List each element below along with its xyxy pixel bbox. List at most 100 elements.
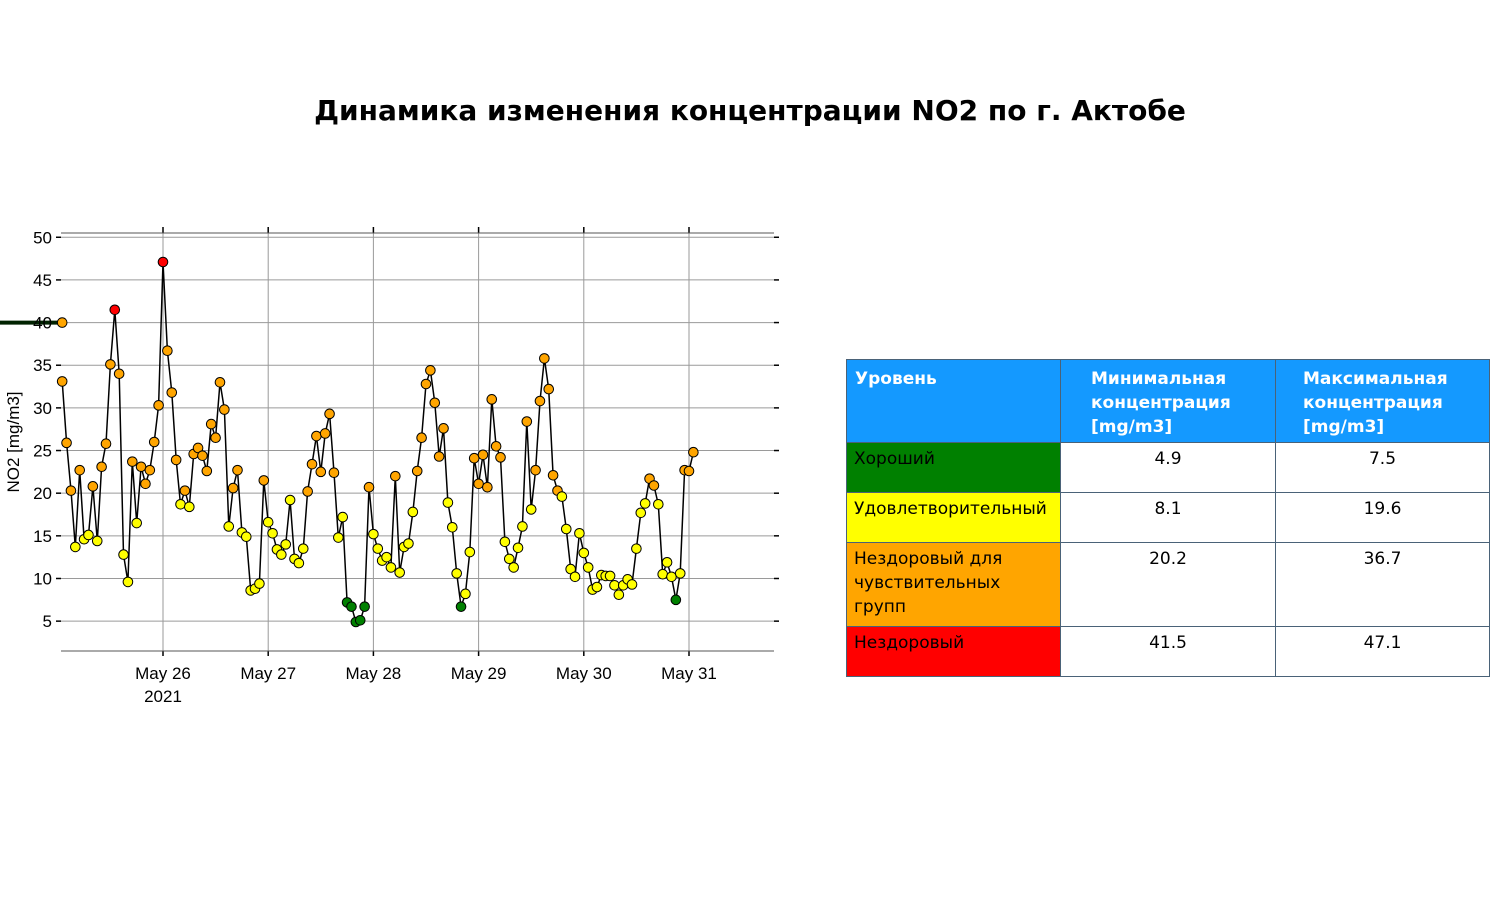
- data-point: [197, 450, 208, 461]
- x-tick-label: May 29: [451, 664, 507, 683]
- data-point: [284, 494, 296, 506]
- header-min-concentration: Минимальная концентрация [mg/m3]: [1060, 359, 1276, 443]
- y-tick-label: 5: [43, 612, 52, 631]
- table-header-row: Уровень Минимальная концентрация [mg/m3]…: [846, 359, 1490, 443]
- data-point: [556, 491, 568, 502]
- data-point: [438, 423, 449, 434]
- data-point: [293, 557, 305, 569]
- data-point: [385, 562, 397, 573]
- data-point: [258, 475, 270, 486]
- data-point: [486, 394, 498, 405]
- level-cell: Нездоровый: [846, 626, 1061, 677]
- data-point: [311, 430, 322, 442]
- data-point: [578, 547, 590, 559]
- series-layer: [56, 256, 699, 628]
- header-level: Уровень: [846, 359, 1061, 443]
- data-point: [328, 467, 340, 479]
- data-point: [613, 589, 625, 600]
- data-point: [153, 400, 164, 411]
- data-point: [359, 601, 370, 612]
- data-point: [433, 451, 445, 462]
- data-point: [591, 581, 603, 593]
- data-point: [214, 376, 226, 388]
- data-point: [429, 397, 441, 409]
- data-point: [490, 440, 502, 452]
- data-point: [333, 532, 344, 543]
- data-point: [381, 551, 392, 563]
- data-point: [635, 507, 647, 519]
- data-point: [477, 449, 489, 461]
- data-point: [455, 601, 467, 612]
- data-point: [416, 432, 427, 444]
- axes: [56, 227, 779, 656]
- table-row: Удовлетворительный 8.1 19.6: [846, 492, 1490, 543]
- data-point: [683, 465, 695, 477]
- data-point: [280, 539, 292, 550]
- data-point: [688, 446, 699, 458]
- data-point: [184, 501, 195, 513]
- x-tick-label: May 26: [135, 664, 191, 683]
- data-point: [525, 504, 537, 515]
- data-point: [179, 485, 191, 496]
- data-point: [447, 522, 458, 533]
- y-tick-label: 25: [33, 442, 52, 461]
- data-point: [394, 567, 406, 578]
- concentration-table: Уровень Минимальная концентрация [mg/m3]…: [846, 359, 1490, 677]
- data-point: [144, 464, 156, 476]
- data-point: [113, 368, 125, 380]
- data-point: [512, 542, 524, 554]
- data-point: [70, 541, 81, 553]
- data-point: [267, 527, 278, 539]
- threshold-line-layer: [0, 317, 68, 328]
- table-row: Хороший 4.9 7.5: [846, 442, 1490, 493]
- data-point: [105, 359, 116, 370]
- data-point: [65, 485, 77, 496]
- data-point: [661, 556, 673, 568]
- data-point: [609, 580, 620, 591]
- x-tick-label: May 28: [346, 664, 402, 683]
- data-point: [390, 470, 401, 482]
- data-point: [631, 543, 642, 554]
- data-point: [122, 576, 134, 588]
- x-tick-sublabel: 2021: [144, 687, 182, 706]
- data-point: [582, 562, 594, 573]
- no2-line-chart: 5 10 15 20 25 30 35 40 45 50 May 26 2021 May 27 May 2…: [0, 227, 779, 706]
- y-tick-label: 15: [33, 527, 52, 546]
- data-point: [162, 345, 173, 357]
- data-point: [324, 408, 335, 420]
- data-point: [319, 428, 331, 439]
- data-point: [56, 376, 68, 387]
- min-cell: 41.5: [1060, 626, 1276, 677]
- table-row: Нездоровый для чувствительных групп 20.2…: [846, 542, 1490, 627]
- data-point: [639, 498, 651, 509]
- data-point: [372, 543, 384, 554]
- y-tick-label: 45: [33, 271, 52, 290]
- data-point: [473, 478, 484, 490]
- data-point: [674, 568, 686, 579]
- data-point: [425, 365, 436, 376]
- y-tick-label: 40: [33, 314, 52, 333]
- data-point: [534, 395, 546, 407]
- data-point: [547, 469, 559, 481]
- data-point: [530, 464, 541, 476]
- max-cell: 19.6: [1275, 492, 1490, 543]
- data-point: [657, 568, 669, 580]
- data-point: [100, 438, 112, 450]
- axis-labels: 5 10 15 20 25 30 35 40 45 50 May 26 2021 May 27 May 2…: [4, 228, 717, 706]
- data-point: [166, 387, 178, 398]
- data-point: [451, 568, 462, 579]
- y-tick-label: 35: [33, 356, 52, 375]
- data-point: [460, 588, 471, 600]
- data-point: [223, 521, 235, 532]
- data-point: [464, 546, 476, 558]
- data-point: [297, 543, 309, 554]
- y-tick-label: 50: [33, 228, 52, 247]
- data-point: [560, 523, 572, 535]
- x-tick-label: May 31: [661, 664, 717, 683]
- data-point: [315, 466, 327, 478]
- x-tick-label: May 30: [556, 664, 612, 683]
- data-point: [83, 529, 94, 541]
- x-tick-label: May 27: [240, 664, 296, 683]
- data-point: [219, 404, 230, 415]
- data-point: [337, 511, 349, 523]
